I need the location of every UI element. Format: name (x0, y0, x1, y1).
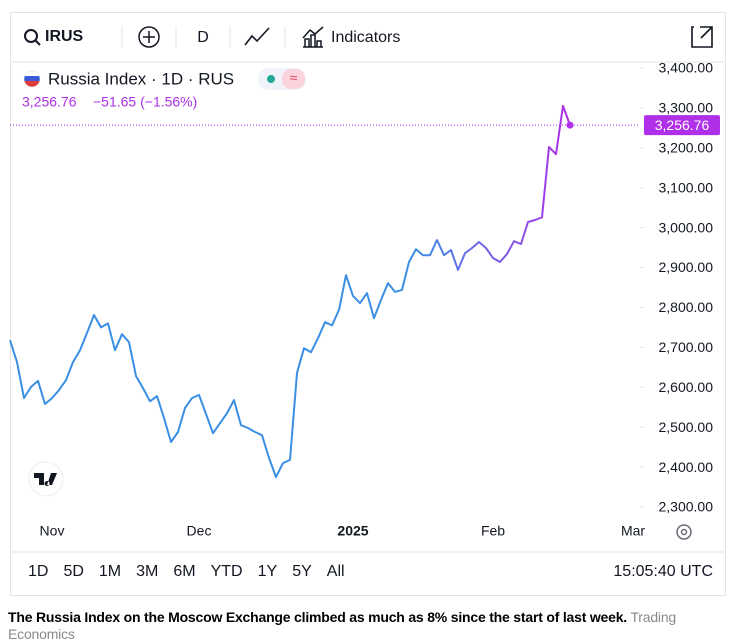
plus-icon (143, 31, 155, 43)
symbol[interactable]: IRUS (45, 28, 84, 45)
caption-source: Trading Economics (8, 609, 676, 642)
range-button[interactable]: 1M (99, 563, 121, 580)
clock: 15:05:40 UTC (613, 563, 713, 580)
range-button[interactable]: All (327, 563, 345, 580)
x-tick-label: Mar (621, 523, 645, 539)
interval[interactable]: D (197, 29, 209, 46)
y-tick-label: 3,300.00 (659, 100, 714, 116)
widget: IRUS D Indicators Russia Index · 1D · RU… (9, 12, 726, 596)
x-tick-label: Feb (481, 523, 505, 539)
gear[interactable] (676, 524, 692, 540)
x-tick-label: 2025 (337, 523, 368, 539)
y-tick-label: 2,300.00 (659, 499, 714, 515)
legend-change: −51.65 (−1.56%) (93, 94, 197, 110)
toolbar: IRUS D Indicators (24, 26, 713, 48)
y-tick-label: 2,400.00 (659, 459, 714, 475)
delay-badge (282, 69, 305, 89)
legend: Russia Index · 1D · RUS ≈ 3,256.76 −51.6… (22, 68, 306, 110)
x-tick-label: Dec (187, 523, 212, 539)
logo-mark (34, 473, 57, 486)
settings-icon[interactable] (676, 524, 692, 540)
y-tick-label: 2,600.00 (659, 379, 714, 395)
price-tag (644, 115, 720, 136)
y-tick-label: 2,800.00 (659, 299, 714, 315)
range-button[interactable]: 1Y (258, 563, 278, 580)
indicators-icon[interactable] (302, 26, 324, 48)
y-tick-label: 2,500.00 (659, 419, 714, 435)
search-icon (34, 39, 41, 46)
tv-logo (28, 461, 64, 497)
flag-icon (24, 71, 40, 87)
x-tick-label: Nov (40, 523, 65, 539)
delay-icon: ≈ (290, 70, 298, 86)
last-point (566, 121, 574, 129)
market-status (267, 75, 275, 83)
price-tag-label: 3,256.76 (655, 117, 710, 133)
y-tick-label: 3,400.00 (659, 60, 714, 76)
range-button[interactable]: 3M (136, 563, 158, 580)
gear-center (680, 528, 688, 536)
chart-type-button[interactable] (244, 27, 270, 46)
search-icon[interactable] (24, 29, 38, 43)
frame (10, 12, 726, 596)
indicators-button[interactable]: Indicators (331, 29, 400, 46)
snapshot-button[interactable] (691, 26, 713, 48)
y-tick-label: 2,700.00 (659, 339, 714, 355)
range-button[interactable]: 5D (63, 563, 83, 580)
y-tick-label: 2,900.00 (659, 259, 714, 275)
legend-price: 3,256.76 (22, 94, 77, 110)
range-button[interactable]: YTD (211, 563, 243, 580)
y-tick-label: 3,200.00 (659, 140, 714, 156)
y-tick-label: 3,000.00 (659, 219, 714, 235)
compare-button[interactable] (138, 26, 160, 48)
range-button[interactable]: 6M (173, 563, 195, 580)
caption: The Russia Index on the Moscow Exchange … (8, 609, 734, 643)
y-tick-label: 3,100.00 (659, 179, 714, 195)
flag-outline (23, 70, 41, 88)
caption-text: The Russia Index on the Moscow Exchange … (8, 609, 627, 625)
range-button[interactable]: 5Y (292, 563, 312, 580)
legend-title: Russia Index · 1D · RUS (48, 69, 234, 88)
logo-bg (28, 461, 64, 497)
price-line (9, 104, 571, 479)
range-button[interactable]: 1D (28, 563, 48, 580)
